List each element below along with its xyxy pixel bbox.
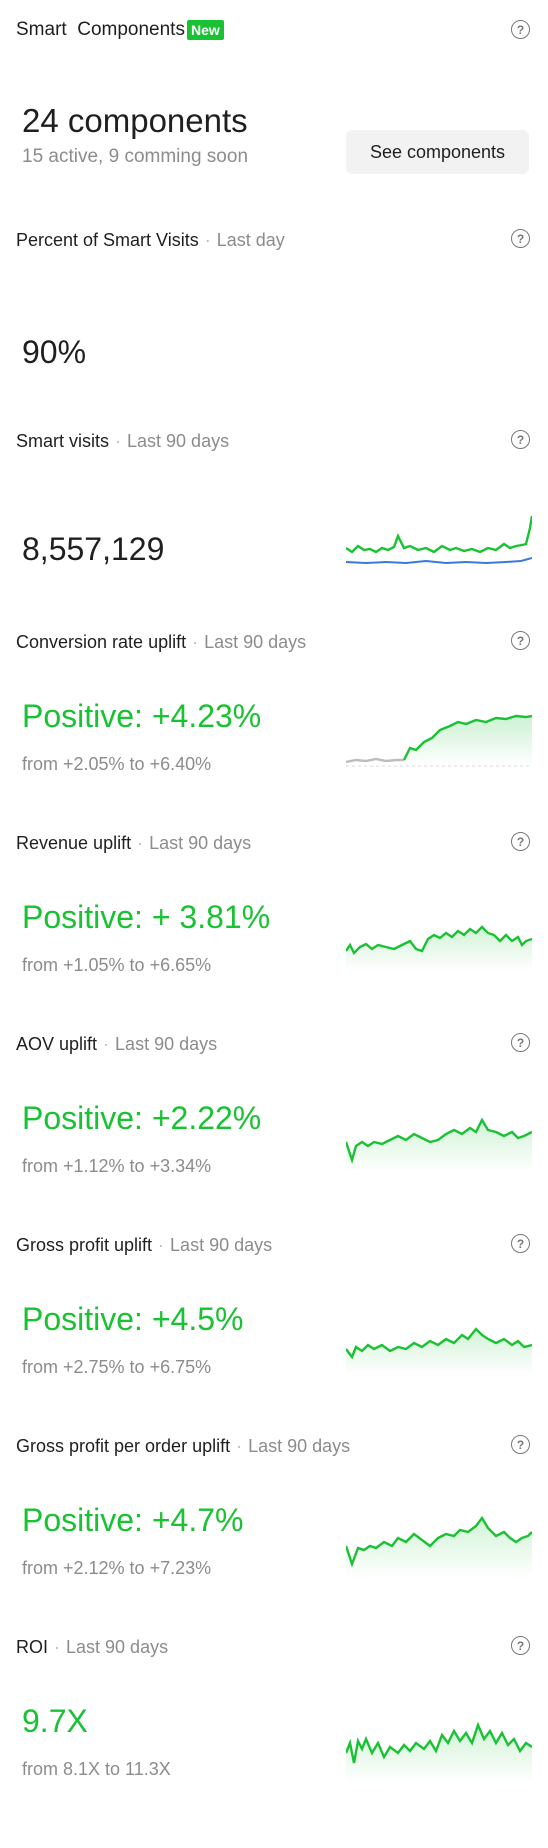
metric-value: Positive: + 3.81% [22,899,271,935]
metric-title: Gross profit uplift · Last 90 days [16,1235,273,1255]
page-title: Smart Components [16,19,185,40]
metric-smart-visits: Smart visits · Last 90 days ? 8,557,129 [0,411,548,611]
help-icon[interactable]: ? [511,832,530,851]
metric-value: Positive: +2.22% [22,1100,262,1136]
components-summary: 24 components 15 active, 9 comming soon [22,102,248,168]
metric-title: Revenue uplift · Last 90 days [16,833,252,853]
metric-title: Gross profit per order uplift · Last 90 da… [16,1436,351,1456]
metric-title: Smart visits · Last 90 days [16,431,230,451]
metric-conversion-rate-uplift: Conversion rate uplift · Last 90 days ? Po… [0,612,548,812]
sparkline-chart [346,925,532,971]
sparkline-chart [346,1117,532,1172]
metric-value: 8,557,129 [22,531,165,567]
metric-title: ROI · Last 90 days [16,1637,169,1657]
metric-value: 90% [22,334,87,370]
sparkline-chart [346,714,532,767]
metric-value: Positive: +4.23% [22,698,262,734]
components-status: 15 active, 9 comming soon [22,146,249,167]
help-icon[interactable]: ? [511,1234,530,1253]
metric-aov-uplift: AOV uplift · Last 90 days ? Positive: +2.2… [0,1014,548,1214]
see-components-button[interactable]: See components [346,130,529,174]
metric-range: from +1.12% to +3.34% [22,1156,212,1176]
help-icon[interactable]: ? [511,1435,530,1454]
sparkline-chart [346,1515,532,1578]
metric-range: from +2.12% to +7.23% [22,1558,212,1578]
metric-value: Positive: +4.7% [22,1502,244,1538]
help-icon[interactable]: ? [511,1636,530,1655]
new-badge: New [186,20,224,40]
components-count: 24 components [22,102,248,139]
sparkline-chart [346,1327,532,1375]
help-icon[interactable]: ? [511,20,530,39]
metric-revenue-uplift: Revenue uplift · Last 90 days ? Positive: … [0,813,548,1013]
metric-gross-profit-per-order-uplift: Gross profit per order uplift · Last 90 da… [0,1416,548,1616]
metric-roi: ROI · Last 90 days ? 9.7X from 8.1X to 11.… [0,1617,548,1817]
help-icon[interactable]: ? [511,631,530,650]
header: Smart Components New [16,18,532,42]
metric-range: from +2.05% to +6.40% [22,754,212,774]
metric-percent-smart-visits: Percent of Smart Visits · Last day ? 90% [0,210,548,410]
metric-title: Percent of Smart Visits · Last day [16,230,285,250]
sparkline-chart [346,515,532,565]
metric-value: 9.7X [22,1703,88,1739]
help-icon[interactable]: ? [511,229,530,248]
help-icon[interactable]: ? [511,430,530,449]
metric-gross-profit-uplift: Gross profit uplift · Last 90 days ? Posit… [0,1215,548,1415]
metric-range: from +1.05% to +6.65% [22,955,212,975]
metric-title: Conversion rate uplift · Last 90 days [16,632,307,652]
metric-range: from 8.1X to 11.3X [22,1759,171,1779]
sparkline-chart [346,1721,532,1783]
metric-range: from +2.75% to +6.75% [22,1357,212,1377]
metric-title: AOV uplift · Last 90 days [16,1034,218,1054]
help-icon[interactable]: ? [511,1033,530,1052]
metric-value: Positive: +4.5% [22,1301,244,1337]
